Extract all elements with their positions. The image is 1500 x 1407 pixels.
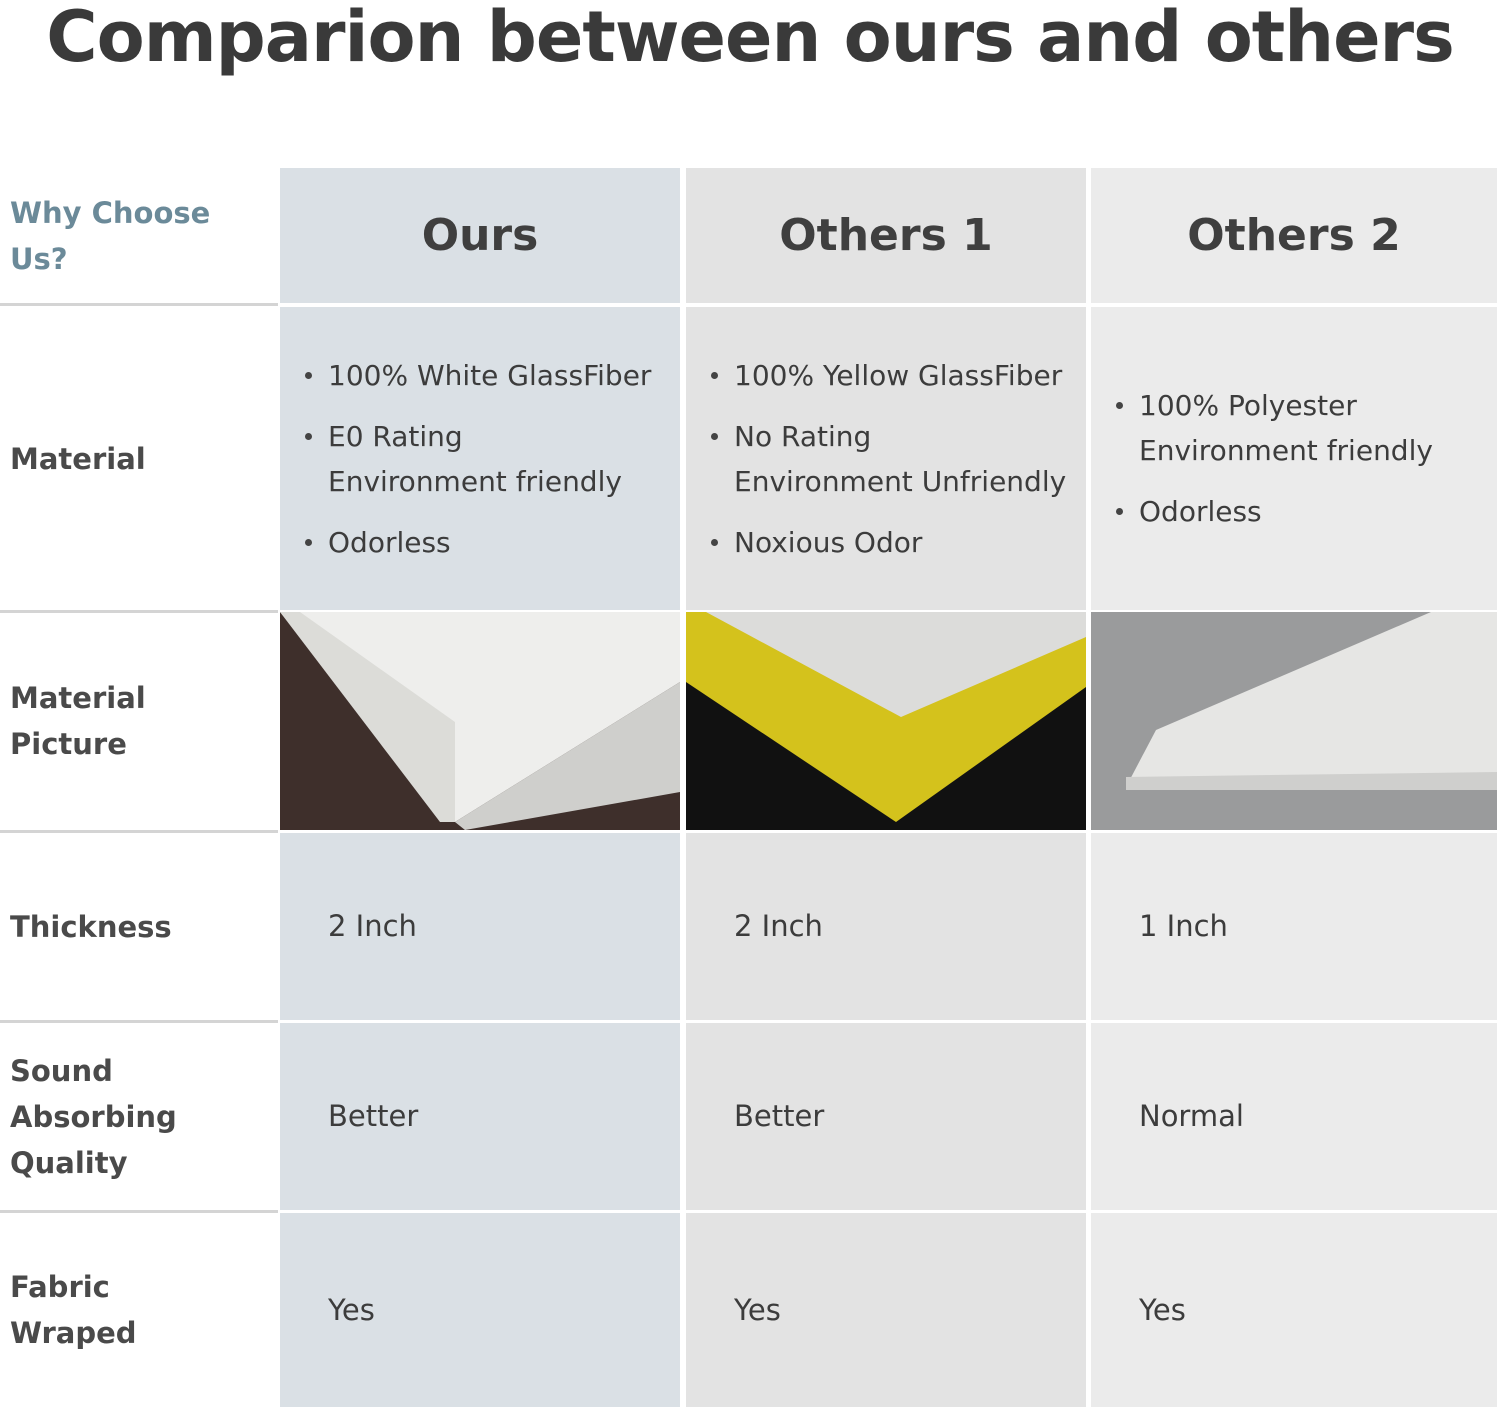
value-cell: 2 Inch xyxy=(280,833,680,1020)
bullet-item: No Rating Environment Unfriendly xyxy=(711,414,1086,504)
title: Comparion between ours and others xyxy=(46,0,1455,78)
column-header: Others 2 xyxy=(1091,168,1497,303)
bullet-cell: 100% Polyester Environment friendly Odorle… xyxy=(1091,307,1497,610)
value-cell: Better xyxy=(280,1023,680,1210)
value-cell: Yes xyxy=(1091,1213,1497,1407)
bullet-line: Environment friendly xyxy=(328,464,622,498)
row-label-line: Wraped xyxy=(10,1316,137,1350)
row-label-line: Fabric xyxy=(10,1270,110,1304)
bullet-line: Environment friendly xyxy=(1139,434,1433,467)
bullet-item: 100% White GlassFiber xyxy=(305,353,680,398)
bullet-item: E0 Rating Environment friendly xyxy=(305,414,680,504)
column-header: Others 1 xyxy=(686,168,1086,303)
bullet-item: 100% Yellow GlassFiber xyxy=(711,353,1086,398)
row-label-line: Material xyxy=(10,441,146,476)
bullet-item: Odorless xyxy=(1116,489,1497,534)
header-label: Why Choose Us? xyxy=(10,195,211,276)
column-header: Ours xyxy=(280,168,680,303)
bullet-line: 100% Polyester xyxy=(1139,389,1357,422)
separator xyxy=(0,830,278,833)
bullet-cell: 100% Yellow GlassFiber No Rating Environme… xyxy=(686,307,1086,610)
value-cell: Normal xyxy=(1091,1023,1497,1210)
separator xyxy=(0,610,278,613)
bullet-item: 100% Polyester Environment friendly xyxy=(1116,383,1497,473)
row-label-line: Sound Absorbing xyxy=(10,1053,177,1134)
ours-picture xyxy=(280,612,680,830)
row-label-line: Quality xyxy=(10,1145,128,1180)
row-label: Material xyxy=(0,307,278,610)
bullet-item: Noxious Odor xyxy=(711,520,1086,565)
others1-picture xyxy=(686,612,1086,830)
bullet-item: Odorless xyxy=(305,520,680,565)
separator xyxy=(0,1210,278,1213)
row-label: Fabric Wraped xyxy=(0,1213,278,1407)
bullet-cell: 100% White GlassFiber E0 Rating Environmen… xyxy=(280,307,680,610)
value-cell: Yes xyxy=(280,1213,680,1407)
bullet-line: Odorless xyxy=(1139,495,1262,528)
value-cell: Better xyxy=(686,1023,1086,1210)
bullet-line: Noxious Odor xyxy=(734,525,923,559)
separator xyxy=(0,1020,278,1023)
value-cell: 1 Inch xyxy=(1091,833,1497,1020)
bullet-line: E0 Rating xyxy=(328,419,463,453)
others2-picture xyxy=(1091,612,1497,830)
bullet-line: 100% Yellow GlassFiber xyxy=(734,358,1063,392)
value-cell: 2 Inch xyxy=(686,833,1086,1020)
bullet-line: Environment Unfriendly xyxy=(734,464,1067,498)
bullet-line: 100% White GlassFiber xyxy=(328,358,652,392)
bullet-line: No Rating xyxy=(734,419,872,453)
row-label-line: Material xyxy=(10,681,146,715)
value-cell: Yes xyxy=(686,1213,1086,1407)
row-label: Thickness xyxy=(0,833,278,1020)
row-label: Material Picture xyxy=(0,612,278,830)
row-label: Sound Absorbing Quality xyxy=(0,1023,278,1210)
separator xyxy=(0,303,278,306)
row-label-line: Picture xyxy=(10,727,127,761)
row-label-line: Thickness xyxy=(10,909,172,944)
bullet-line: Odorless xyxy=(328,525,451,559)
